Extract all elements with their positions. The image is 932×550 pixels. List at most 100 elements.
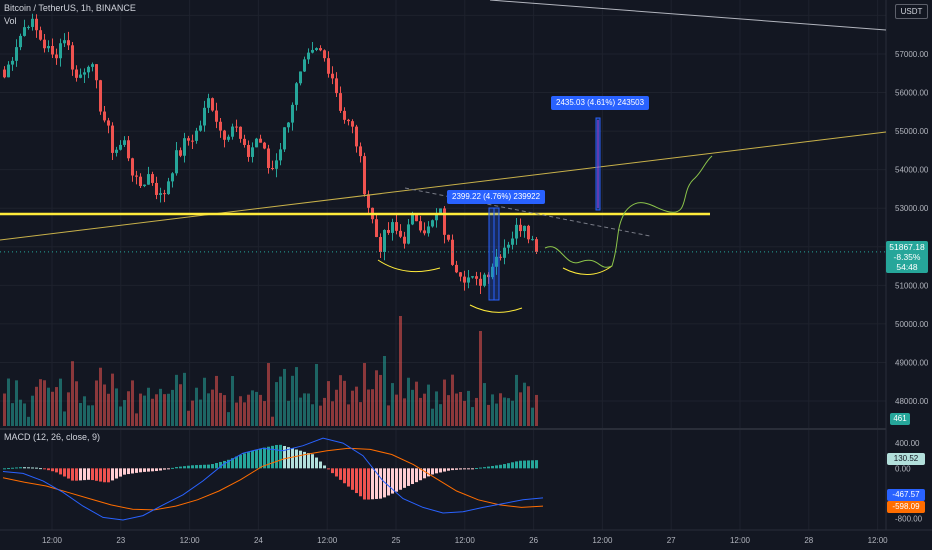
arc-3 [562,265,613,275]
macd-histogram-bar [235,456,238,469]
candle-body [311,49,314,53]
candle-body [143,184,146,187]
volume-bar [351,390,354,426]
macd-histogram-bar [295,449,298,469]
volume-bar [419,397,422,426]
candle-body [407,224,410,244]
macd-histogram-bar [187,465,190,469]
candle-body [467,277,470,283]
volume-bar [31,395,34,426]
candle-body [43,39,46,49]
macd-histogram-bar [163,468,166,470]
macd-histogram-bar [387,468,390,496]
candle-body [527,225,530,240]
candle-body [319,48,322,51]
volume-bar [399,316,402,426]
volume-bar [463,400,466,426]
time-tick-label: 24 [254,536,263,545]
volume-bar [451,374,454,426]
volume-bar [379,374,382,426]
macd-histogram-bar [283,445,286,469]
volume-bar [483,383,486,426]
candle-body [171,173,174,182]
volume-bar [319,405,322,426]
measure-label-2[interactable]: 2399.22 (4.76%) 239922 [447,190,546,204]
macd-histogram-bar [23,467,26,469]
candle-body [155,182,158,195]
volume-bar [115,388,118,426]
volume-bar [203,377,206,426]
volume-bar [43,380,46,426]
candle-body [535,239,538,252]
volume-bar [415,381,418,426]
candle-body [431,220,434,227]
macd-histogram-bar [3,468,6,470]
volume-bar [95,380,98,426]
macd-histogram-bar [479,467,482,469]
candle-body [51,45,54,55]
signal-line [2,447,544,511]
macd-histogram-bar [423,468,426,479]
volume-bar [359,402,362,426]
macd-histogram-bar [331,468,334,474]
volume-bar [475,397,478,426]
candle-body [387,230,390,233]
macd-histogram-bar [291,448,294,469]
macd-histogram-bar [51,468,54,472]
volume-bar [487,404,490,426]
upper-trendline [489,0,887,31]
volume-bar [455,393,458,426]
volume-bar [83,396,86,426]
volume-bar [219,392,222,426]
candle-body [511,238,514,245]
volume-bar [471,407,474,426]
price-tick-label: 53000.00 [895,204,929,213]
macd-histogram-bar [11,467,14,469]
macd-histogram-bar [35,467,38,469]
candle-body [47,45,50,49]
candle-body [119,144,122,150]
macd-histogram-bar [451,468,454,471]
candle-body [139,176,142,187]
price-tick-label: 57000.00 [895,50,929,59]
candle-body [131,158,134,176]
macd-histogram-bar [211,464,214,469]
macd-histogram-bar [363,468,366,500]
candle-body [411,214,414,225]
candle-body [7,64,10,78]
volume-bar [119,406,122,426]
candle-body [287,122,290,128]
macd-line-badge: -467.57 [887,489,925,501]
macd-histogram-bar [267,446,270,469]
candle-body [331,73,334,79]
candle-body [239,126,242,139]
macd-histogram-bar [327,468,330,470]
measure-label-1[interactable]: 2435.03 (4.61%) 243503 [551,96,650,110]
price-tick-label: 56000.00 [895,89,929,98]
volume-bar [383,356,386,426]
candle-body [95,64,98,81]
candle-body [455,264,458,273]
volume-bar [171,389,174,426]
volume-bar [39,379,42,426]
macd-histogram-bar [391,468,394,494]
candle-body [183,138,186,156]
time-tick-label: 12:00 [455,536,476,545]
macd-histogram-bar [271,445,274,469]
volume-bar [251,390,254,426]
candle-body [339,93,342,111]
candle-body [59,43,62,59]
macd-histogram-bar [483,467,486,469]
volume-bar [435,391,438,426]
volume-bar [107,393,110,426]
macd-histogram-bar [303,451,306,469]
macd-histogram-bar [367,468,370,500]
candle-body [351,121,354,127]
candle-body [391,222,394,233]
chart-title: Bitcoin / TetherUS, 1h, BINANCE [4,3,136,13]
volume-bar [427,384,430,426]
macd-histogram-bar [143,468,146,472]
macd-histogram-bar [455,468,458,470]
currency-badge[interactable]: USDT [895,4,928,19]
